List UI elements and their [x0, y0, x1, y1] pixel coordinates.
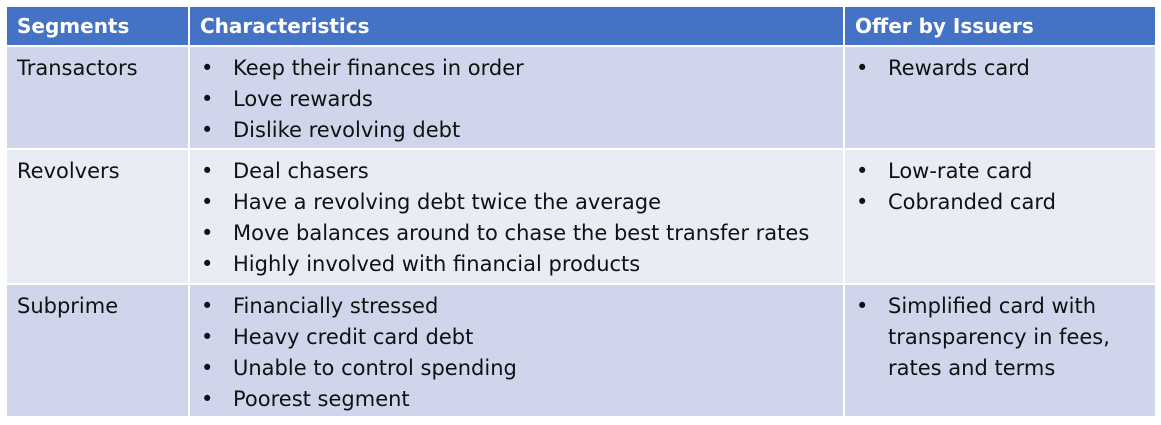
header-segments: Segments	[5, 5, 190, 47]
characteristics-cell: • Deal chasers • Have a revolving debt twi…	[188, 148, 845, 285]
segment-cell: Revolvers	[5, 148, 190, 285]
offers-list: • Rewards card	[855, 53, 1155, 84]
bullet-icon: •	[201, 356, 214, 380]
list-item: • Financially stressed	[200, 291, 843, 322]
segment-name: Subprime	[17, 294, 119, 318]
characteristics-list: • Financially stressed • Heavy credit card…	[200, 291, 843, 415]
list-item: • Have a revolving debt twice the average	[200, 187, 843, 218]
segment-cell: Subprime	[5, 283, 190, 418]
list-item: • Rewards card	[855, 53, 1155, 84]
list-item: • Love rewards	[200, 84, 843, 115]
bullet-icon: •	[201, 252, 214, 276]
bullet-icon: •	[856, 190, 869, 214]
list-item: • Move balances around to chase the best …	[200, 218, 843, 249]
characteristics-list: • Deal chasers • Have a revolving debt twi…	[200, 156, 843, 280]
list-item: • Dislike revolving debt	[200, 115, 843, 146]
list-item: • Deal chasers	[200, 156, 843, 187]
header-characteristics: Characteristics	[188, 5, 845, 47]
bullet-icon: •	[856, 56, 869, 80]
offers-cell: • Low-rate card • Cobranded card	[843, 148, 1157, 285]
list-item: • Heavy credit card debt	[200, 322, 843, 353]
offers-list: • Low-rate card • Cobranded card	[855, 156, 1155, 218]
bullet-icon: •	[201, 118, 214, 142]
bullet-icon: •	[201, 325, 214, 349]
characteristics-cell: • Keep their finances in order • Love rewa…	[188, 45, 845, 150]
offers-list: • Simplified card with transparency in fe…	[855, 291, 1155, 384]
list-item: • Cobranded card	[855, 187, 1155, 218]
bullet-icon: •	[201, 159, 214, 183]
segment-name: Transactors	[17, 56, 138, 80]
list-item: • Highly involved with financial products	[200, 249, 843, 280]
list-item: • Low-rate card	[855, 156, 1155, 187]
table-row-transactors: Transactors • Keep their finances in orde…	[5, 45, 1157, 150]
bullet-icon: •	[856, 159, 869, 183]
bullet-icon: •	[201, 387, 214, 411]
header-row: Segments Characteristics Offer by Issuer…	[5, 5, 1157, 47]
segment-name: Revolvers	[17, 159, 120, 183]
bullet-icon: •	[201, 87, 214, 111]
list-item: • Unable to control spending	[200, 353, 843, 384]
header-offer-by-issuers: Offer by Issuers	[843, 5, 1157, 47]
bullet-icon: •	[201, 190, 214, 214]
segment-cell: Transactors	[5, 45, 190, 150]
list-item: • Simplified card with transparency in fe…	[855, 291, 1155, 384]
characteristics-cell: • Financially stressed • Heavy credit card…	[188, 283, 845, 418]
list-item: • Keep their finances in order	[200, 53, 843, 84]
bullet-icon: •	[201, 294, 214, 318]
segments-table: Segments Characteristics Offer by Issuer…	[5, 5, 1157, 418]
table-row-revolvers: Revolvers • Deal chasers • Have a revolvin…	[5, 148, 1157, 285]
bullet-icon: •	[201, 56, 214, 80]
characteristics-list: • Keep their finances in order • Love rewa…	[200, 53, 843, 146]
bullet-icon: •	[856, 294, 869, 318]
list-item: • Poorest segment	[200, 384, 843, 415]
offers-cell: • Simplified card with transparency in fe…	[843, 283, 1157, 418]
offers-cell: • Rewards card	[843, 45, 1157, 150]
table-row-subprime: Subprime • Financially stressed • Heavy cr…	[5, 283, 1157, 418]
bullet-icon: •	[201, 221, 214, 245]
